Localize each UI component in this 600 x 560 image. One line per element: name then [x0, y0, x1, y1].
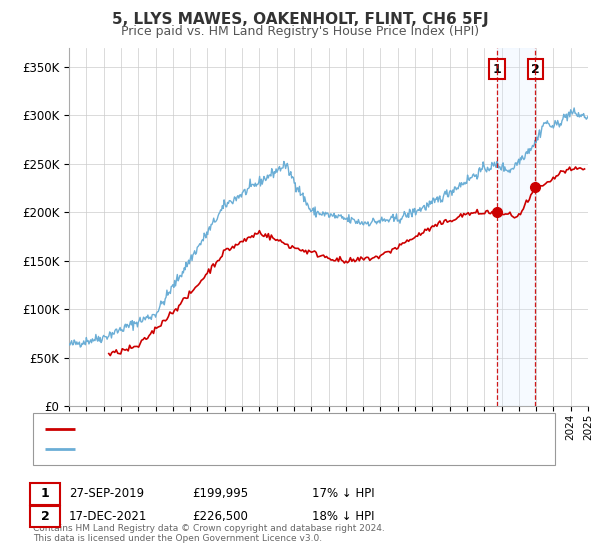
Text: 5, LLYS MAWES, OAKENHOLT, FLINT, CH6 5FJ (detached house): 5, LLYS MAWES, OAKENHOLT, FLINT, CH6 5FJ…: [81, 424, 423, 434]
Text: 17% ↓ HPI: 17% ↓ HPI: [312, 487, 374, 501]
Text: 2: 2: [531, 63, 540, 76]
Text: 27-SEP-2019: 27-SEP-2019: [69, 487, 144, 501]
Text: 18% ↓ HPI: 18% ↓ HPI: [312, 510, 374, 523]
Text: 17-DEC-2021: 17-DEC-2021: [69, 510, 148, 523]
Text: 2: 2: [41, 510, 49, 523]
Text: £199,995: £199,995: [192, 487, 248, 501]
Text: 1: 1: [493, 63, 502, 76]
Bar: [497, 48, 535, 406]
Text: HPI: Average price, detached house, Flintshire: HPI: Average price, detached house, Flin…: [81, 444, 334, 454]
Text: 5, LLYS MAWES, OAKENHOLT, FLINT, CH6 5FJ: 5, LLYS MAWES, OAKENHOLT, FLINT, CH6 5FJ: [112, 12, 488, 27]
Text: £226,500: £226,500: [192, 510, 248, 523]
Text: Price paid vs. HM Land Registry's House Price Index (HPI): Price paid vs. HM Land Registry's House …: [121, 25, 479, 38]
Text: Contains HM Land Registry data © Crown copyright and database right 2024.
This d: Contains HM Land Registry data © Crown c…: [33, 524, 385, 543]
Text: 1: 1: [41, 487, 49, 501]
